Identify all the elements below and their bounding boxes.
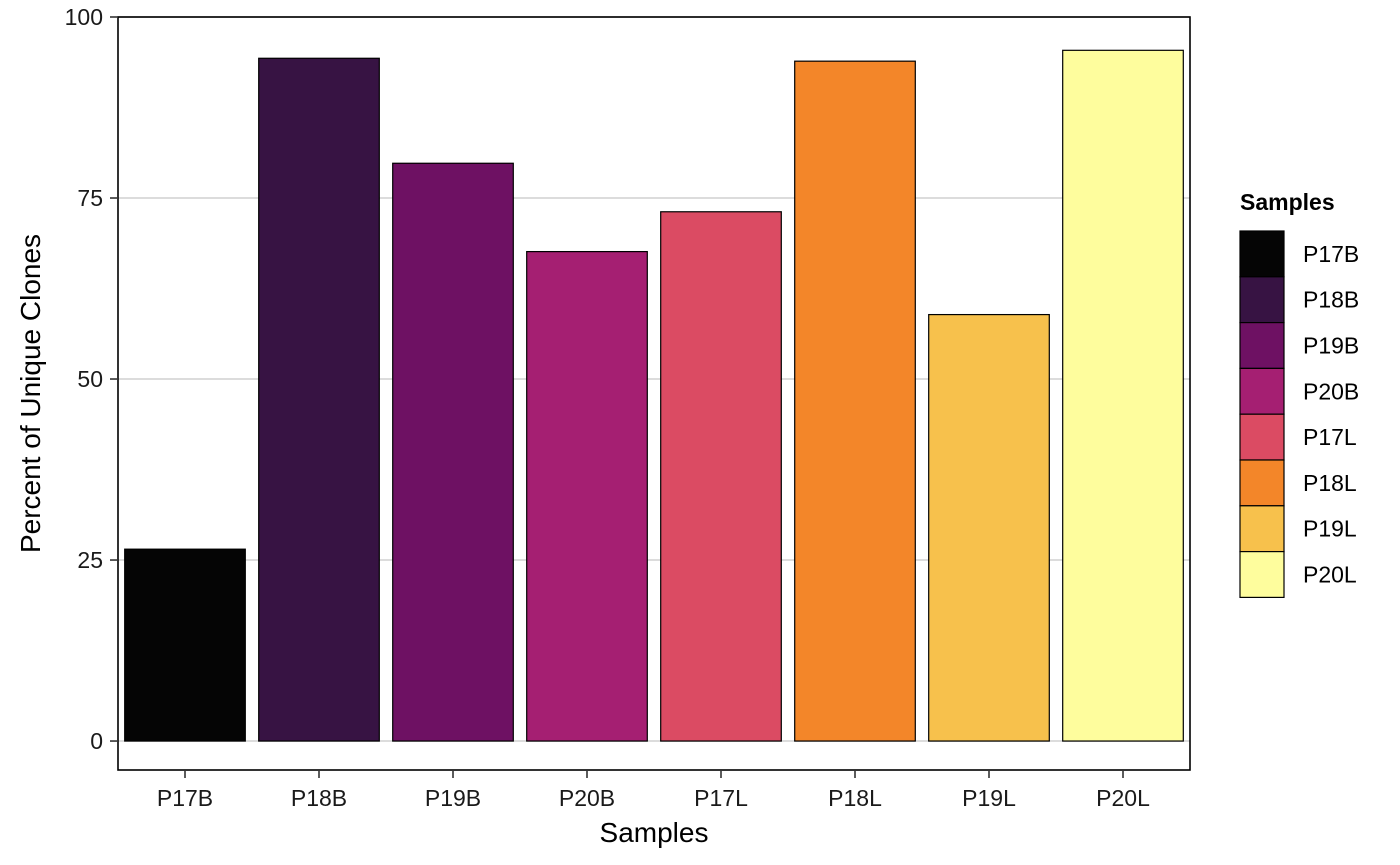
x-tick-label: P17B (157, 785, 213, 811)
y-axis-title: Percent of Unique Clones (15, 234, 46, 553)
x-tick-label: P18L (828, 785, 882, 811)
bar-p18l (794, 60, 916, 742)
x-tick-label: P19L (962, 785, 1016, 811)
legend-key-p17l (1239, 413, 1285, 461)
y-tick-label: 75 (77, 185, 103, 211)
y-tick-label: 0 (90, 728, 103, 754)
y-tick-label: 100 (65, 4, 103, 30)
legend-label: P20B (1303, 378, 1359, 404)
bar-p19l (928, 313, 1050, 742)
x-tick-label: P20L (1096, 785, 1150, 811)
bar-p18b (258, 57, 380, 742)
x-tick-label: P19B (425, 785, 481, 811)
bar-p17b (124, 548, 246, 742)
legend-label: P19L (1303, 516, 1357, 542)
legend-label: P20L (1303, 562, 1357, 588)
x-tick-label: P18B (291, 785, 347, 811)
y-tick-label: 25 (77, 547, 103, 573)
legend-label: P17B (1303, 241, 1359, 267)
legend-key-p17b (1239, 230, 1285, 278)
legend-key-p18l (1239, 459, 1285, 507)
legend-label: P18B (1303, 287, 1359, 313)
legend-key-p19b (1239, 322, 1285, 370)
bar-p20b (526, 250, 648, 742)
x-axis-ticks: P17B P18B P19B P20B P17L P18L P19L P20L (157, 770, 1150, 811)
bar-p19b (392, 162, 514, 742)
plot-panel-border (117, 16, 1191, 771)
bars (124, 49, 1184, 742)
bar-p20l (1062, 49, 1184, 742)
legend-key-p20l (1239, 550, 1285, 598)
legend-key-p18b (1239, 276, 1285, 324)
legend-label: P18L (1303, 470, 1357, 496)
y-axis-ticks: 0 25 50 75 100 (65, 4, 118, 754)
y-tick-label: 50 (77, 366, 103, 392)
bar-p17l (660, 211, 782, 742)
legend-key-p20b (1239, 367, 1285, 415)
legend: P17B P18B P19B P20B P17L P18L P19L P20L (1239, 230, 1359, 598)
x-tick-label: P17L (694, 785, 748, 811)
legend-key-p19l (1239, 505, 1285, 553)
x-tick-label: P20B (559, 785, 615, 811)
legend-title: Samples (1240, 189, 1335, 215)
legend-label: P17L (1303, 424, 1357, 450)
x-axis-title: Samples (600, 817, 709, 848)
legend-label: P19B (1303, 333, 1359, 359)
